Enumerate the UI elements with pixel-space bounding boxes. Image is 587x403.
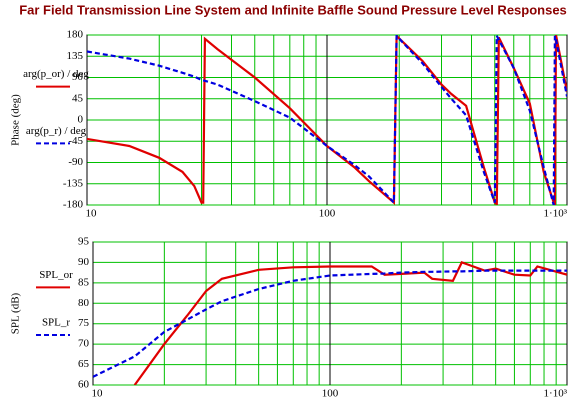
series-line bbox=[93, 269, 567, 378]
x-tick-label: 10 bbox=[92, 388, 104, 400]
series-line bbox=[87, 35, 567, 205]
x-tick-label: 10 bbox=[86, 208, 98, 220]
x-tick-label: 1·10³ bbox=[544, 388, 568, 400]
y-tick-label: 135 bbox=[67, 50, 84, 62]
y-axis-label: SPL (dB) bbox=[10, 292, 22, 334]
y-tick-label: 0 bbox=[78, 114, 84, 126]
y-tick-label: 95 bbox=[78, 236, 90, 248]
y-axis-label: Phase (deg) bbox=[10, 94, 22, 146]
chart-title: Far Field Transmission Line System and I… bbox=[19, 2, 567, 17]
y-tick-label: 60 bbox=[78, 379, 90, 391]
y-tick-label: 75 bbox=[78, 317, 90, 329]
x-tick-label: 1·10³ bbox=[544, 208, 568, 220]
y-tick-label: -45 bbox=[68, 135, 83, 147]
legend-label: SPL_or bbox=[39, 269, 73, 281]
legend-label: SPL_r bbox=[42, 317, 70, 329]
series-line bbox=[133, 261, 567, 385]
legend-label: arg(p_or) / deg bbox=[23, 68, 89, 80]
x-tick-label: 100 bbox=[322, 388, 339, 400]
y-tick-label: 65 bbox=[78, 358, 90, 370]
y-tick-label: 70 bbox=[78, 338, 90, 350]
y-tick-label: 90 bbox=[72, 71, 84, 83]
y-tick-label: -180 bbox=[63, 199, 84, 211]
y-tick-label: 45 bbox=[72, 92, 84, 104]
x-tick-label: 100 bbox=[319, 208, 336, 220]
y-tick-label: -90 bbox=[68, 156, 83, 168]
legend-label: arg(p_r) / deg bbox=[26, 125, 87, 137]
y-tick-label: -135 bbox=[63, 177, 84, 189]
y-tick-label: 90 bbox=[78, 256, 90, 268]
y-tick-label: 80 bbox=[78, 297, 90, 309]
y-tick-label: 180 bbox=[67, 29, 84, 41]
y-tick-label: 85 bbox=[78, 276, 90, 288]
